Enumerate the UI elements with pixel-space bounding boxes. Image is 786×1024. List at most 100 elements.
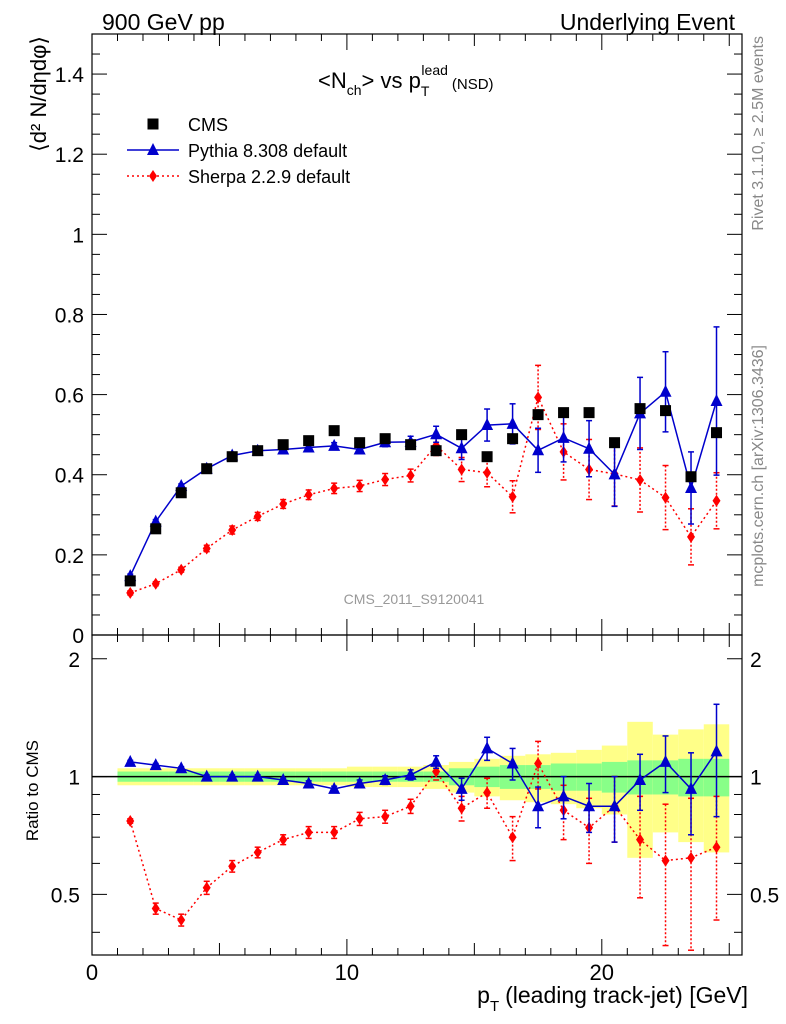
sherpa-ratio-point xyxy=(126,814,135,827)
header-right: Underlying Event xyxy=(560,9,736,35)
sherpa-point xyxy=(381,473,390,486)
sherpa-ratio-point xyxy=(508,831,517,844)
pythia-point xyxy=(685,480,698,493)
sherpa-ratio-line xyxy=(129,761,717,921)
y-tick-label: 1.2 xyxy=(55,144,84,167)
pythia-point xyxy=(481,418,494,431)
title-suffix: (NSD) xyxy=(452,76,494,93)
pythia-ratio-point xyxy=(685,781,698,794)
cms-point xyxy=(583,407,595,419)
legend-marker xyxy=(147,118,159,130)
cms-point xyxy=(609,437,621,449)
cms-point xyxy=(685,471,697,483)
pythia-ratio-point xyxy=(328,781,341,794)
pythia-ratio-point xyxy=(149,758,162,771)
cms-point xyxy=(507,433,519,445)
cms-point xyxy=(328,425,340,437)
pythia-point xyxy=(532,443,545,456)
ratio-plot-frame xyxy=(91,634,743,956)
title-sup: lead xyxy=(421,62,447,78)
pythia-ratio-point xyxy=(481,741,494,754)
pythia-point xyxy=(583,441,596,454)
sherpa-ratio-point xyxy=(381,810,390,823)
main-panel: 0 0.2 0.4 0.6 0.8 1 1.2 1.4 xyxy=(55,33,743,648)
sherpa-ratio-point xyxy=(661,854,670,867)
sherpa-ratio-point xyxy=(406,800,415,813)
ratio-y-tick-label: 0.5 xyxy=(51,884,80,907)
ratio-y-tick-label-right: 1 xyxy=(750,767,762,790)
cms-point xyxy=(226,451,238,463)
pythia-ratio-point xyxy=(455,781,468,794)
ratio-y-tick-label-right: 0.5 xyxy=(750,884,779,907)
rivet-version-label: Rivet 3.1.10, ≥ 2.5M events xyxy=(750,36,767,231)
pythia-ratio-point xyxy=(251,769,264,782)
sherpa-point xyxy=(330,482,339,495)
sherpa-ratio-point xyxy=(177,914,186,927)
sherpa-ratio-point xyxy=(457,802,466,815)
sherpa-ratio-point xyxy=(636,833,645,846)
sherpa-ratio-point xyxy=(228,860,237,873)
y-axis-label: ⟨d² N/dηdφ⟩ xyxy=(26,36,51,152)
pythia-point xyxy=(328,438,341,451)
sherpa-point xyxy=(534,391,543,404)
x-axis-label: pT (leading track-jet) [GeV] xyxy=(477,982,748,1015)
pythia-ratio-point xyxy=(226,769,239,782)
ratio-y-tick-label: 2 xyxy=(68,649,80,672)
sherpa-ratio-point xyxy=(483,786,492,799)
pythia-ratio-point xyxy=(404,767,417,780)
sherpa-point xyxy=(712,494,721,507)
y-tick-label: 0 xyxy=(72,625,84,648)
sherpa-point xyxy=(228,524,237,537)
cms-point xyxy=(456,429,468,441)
mcplots-url-label: mcplots.cern.ch [arXiv:1306.3436] xyxy=(750,345,767,587)
x-label-sub: T xyxy=(490,998,499,1015)
pythia-point xyxy=(455,441,468,454)
pythia-ratio-point xyxy=(608,799,621,812)
ratio-y-axis-label: Ratio to CMS xyxy=(23,740,42,841)
plot-title: <Nch> vs pTlead (NSD) xyxy=(318,62,494,99)
pythia-ratio-point xyxy=(277,772,290,785)
cms-point xyxy=(558,407,570,419)
sherpa-ratio-point xyxy=(687,851,696,864)
sherpa-point xyxy=(253,510,262,523)
cms-point xyxy=(405,439,417,451)
sherpa-ratio-point xyxy=(712,841,721,854)
y-tick-label: 1 xyxy=(72,224,84,247)
y-tick-label: 0.6 xyxy=(55,385,84,408)
pythia-point xyxy=(430,427,443,440)
cms-point xyxy=(252,445,264,457)
ratio-y-tick-label: 1 xyxy=(68,767,80,790)
analysis-label: CMS_2011_S9120041 xyxy=(344,591,485,607)
title-sub1: ch xyxy=(347,82,362,98)
sherpa-point xyxy=(661,491,670,504)
pythia-ratio-point xyxy=(430,754,443,767)
cms-point xyxy=(124,575,136,587)
cms-point xyxy=(303,435,315,447)
sherpa-ratio-point xyxy=(151,902,160,915)
cms-point xyxy=(277,439,289,451)
sherpa-point xyxy=(126,586,135,599)
pythia-point xyxy=(710,394,723,407)
pythia-point xyxy=(659,384,672,397)
sherpa-point xyxy=(636,473,645,486)
sherpa-ratio-point xyxy=(202,881,211,894)
sherpa-point xyxy=(151,577,160,590)
cms-point xyxy=(354,437,366,449)
sherpa-line xyxy=(129,395,718,594)
pythia-ratio-point xyxy=(124,754,137,767)
header-left: 900 GeV pp xyxy=(102,9,225,35)
ratio-panel: 0 10 20 0.5 0.5 1 1 2 2 xyxy=(51,634,779,985)
pythia-point xyxy=(302,440,315,453)
legend-marker xyxy=(147,143,159,155)
x-tick-label: 10 xyxy=(335,960,359,985)
cms-point xyxy=(379,433,391,445)
cms-point xyxy=(175,487,187,499)
x-label-rest: (leading track-jet) [GeV] xyxy=(505,982,748,1008)
pythia-ratio-point xyxy=(302,776,315,789)
sherpa-point xyxy=(687,530,696,543)
pythia-ratio-point xyxy=(175,761,188,774)
cms-point xyxy=(711,427,723,439)
sherpa-point xyxy=(202,542,211,555)
y-tick-label: 0.2 xyxy=(55,545,84,568)
pythia-point xyxy=(353,442,366,455)
